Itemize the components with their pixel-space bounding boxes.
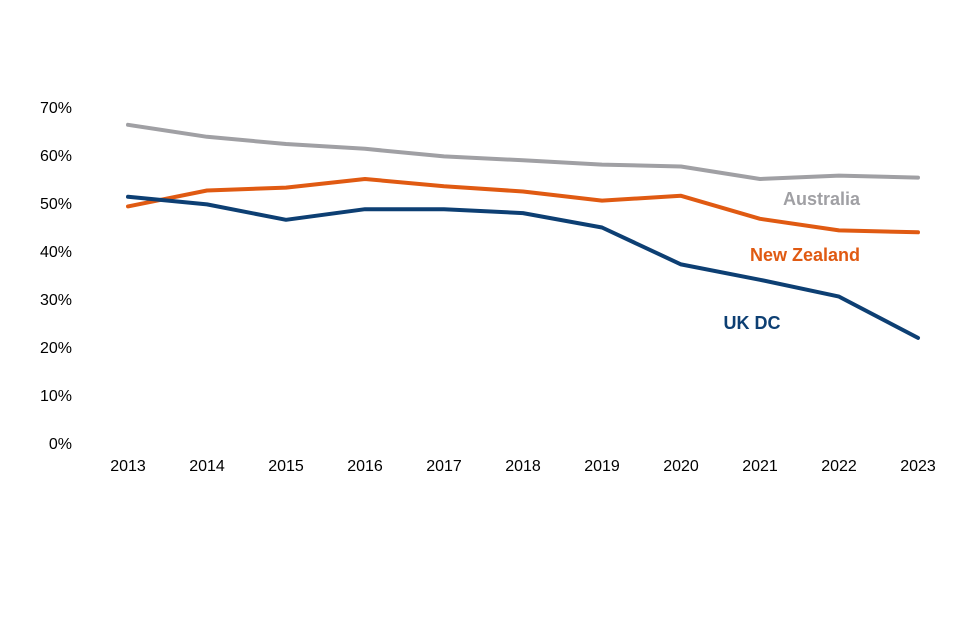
series-labels: Australia New Zealand UK DC xyxy=(724,189,861,333)
series-label-uk-dc: UK DC xyxy=(724,313,781,333)
series-label-australia: Australia xyxy=(783,189,861,209)
x-tick-label: 2013 xyxy=(110,458,146,475)
x-tick-label: 2020 xyxy=(663,458,699,475)
series-line-uk-dc xyxy=(126,194,920,340)
x-tick-label: 2018 xyxy=(505,458,541,475)
x-tick-label: 2019 xyxy=(584,458,620,475)
series-line-australia xyxy=(126,122,920,181)
series-label-new-zealand: New Zealand xyxy=(750,245,860,265)
y-tick-label: 60% xyxy=(40,148,72,165)
y-tick-label: 30% xyxy=(40,292,72,309)
x-tick-label: 2023 xyxy=(900,458,936,475)
x-tick-label: 2015 xyxy=(268,458,304,475)
y-tick-label: 70% xyxy=(40,100,72,117)
series-lines xyxy=(126,122,920,340)
series-line-new-zealand xyxy=(126,177,920,235)
x-tick-label: 2017 xyxy=(426,458,462,475)
x-tick-label: 2022 xyxy=(821,458,857,475)
y-tick-label: 20% xyxy=(40,340,72,357)
y-tick-label: 0% xyxy=(49,436,72,453)
y-tick-label: 50% xyxy=(40,196,72,213)
y-tick-label: 40% xyxy=(40,244,72,261)
y-axis-ticks: 0% 10% 20% 30% 40% 50% 60% 70% xyxy=(40,100,72,453)
x-tick-label: 2021 xyxy=(742,458,778,475)
x-tick-label: 2014 xyxy=(189,458,225,475)
x-tick-label: 2016 xyxy=(347,458,383,475)
x-axis-ticks: 2013 2014 2015 2016 2017 2018 2019 2020 2021 2022… xyxy=(110,458,936,475)
y-tick-label: 10% xyxy=(40,388,72,405)
